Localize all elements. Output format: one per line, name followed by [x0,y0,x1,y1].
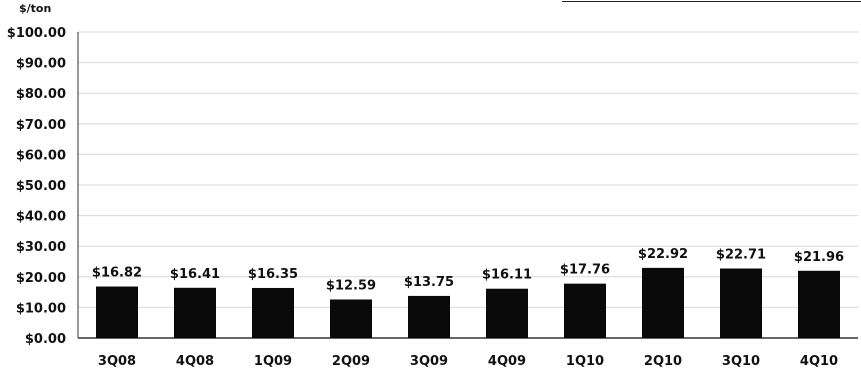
x-tick-label: 3Q08 [98,354,136,369]
bar-data-label: $12.59 [326,278,376,293]
x-tick-label: 1Q09 [254,354,292,369]
bar-data-label: $16.35 [248,267,298,282]
bar [96,286,138,338]
x-tick-label: 4Q08 [176,354,214,369]
bar-data-label: $21.96 [794,250,844,265]
y-axis-unit-label: $/ton [19,2,52,15]
bar-data-label: $17.76 [560,263,610,278]
bar [798,270,840,338]
y-tick-label: $10.00 [16,301,66,316]
y-tick-label: $100.00 [7,26,66,41]
y-tick-label: $50.00 [16,179,66,194]
bar-data-label: $16.11 [482,268,532,283]
y-tick-label: $70.00 [16,118,66,133]
bar [408,295,450,338]
x-tick-label: 2Q10 [644,354,682,369]
y-tick-label: $30.00 [16,240,66,255]
bar-data-label: $13.75 [404,275,454,290]
x-tick-label: 4Q09 [488,354,526,369]
top-border-line [562,1,861,2]
y-tick-label: $60.00 [16,148,66,163]
y-tick-label: $90.00 [16,57,66,72]
x-tick-label: 1Q10 [566,354,604,369]
x-tick-label: 3Q09 [410,354,448,369]
bar [564,283,606,338]
bar [174,287,216,338]
bar [720,268,762,338]
bar-data-label: $16.41 [170,267,220,282]
bar-data-label: $22.92 [638,247,688,262]
bar [486,288,528,338]
x-tick-label: 4Q10 [800,354,838,369]
y-tick-label: $20.00 [16,271,66,286]
x-tick-label: 3Q10 [722,354,760,369]
bar-data-label: $22.71 [716,248,766,263]
bar [330,299,372,338]
y-tick-label: $40.00 [16,210,66,225]
y-tick-label: $0.00 [25,332,66,347]
bar [642,267,684,338]
bar [252,287,294,338]
bar-data-label: $16.82 [92,266,142,281]
y-tick-label: $80.00 [16,87,66,102]
x-tick-label: 2Q09 [332,354,370,369]
